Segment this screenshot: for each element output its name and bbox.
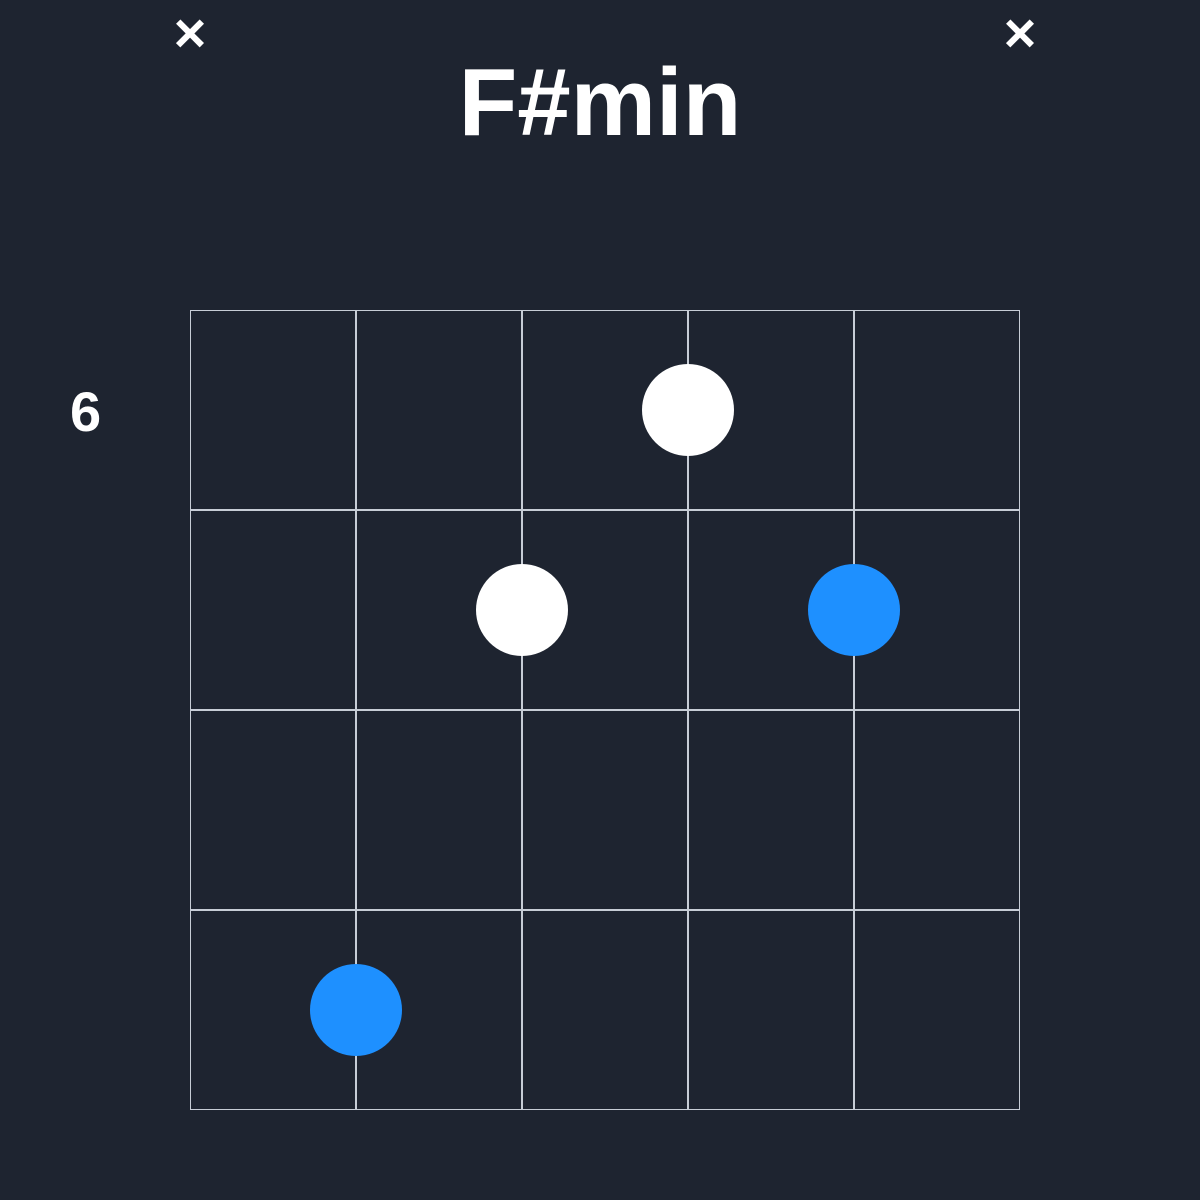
finger-dot	[310, 964, 402, 1056]
finger-dot	[642, 364, 734, 456]
mute-marker: ×	[174, 0, 207, 65]
finger-dot	[476, 564, 568, 656]
mute-marker: ×	[1004, 0, 1037, 65]
starting-fret-label: 6	[70, 379, 101, 444]
finger-dot	[808, 564, 900, 656]
